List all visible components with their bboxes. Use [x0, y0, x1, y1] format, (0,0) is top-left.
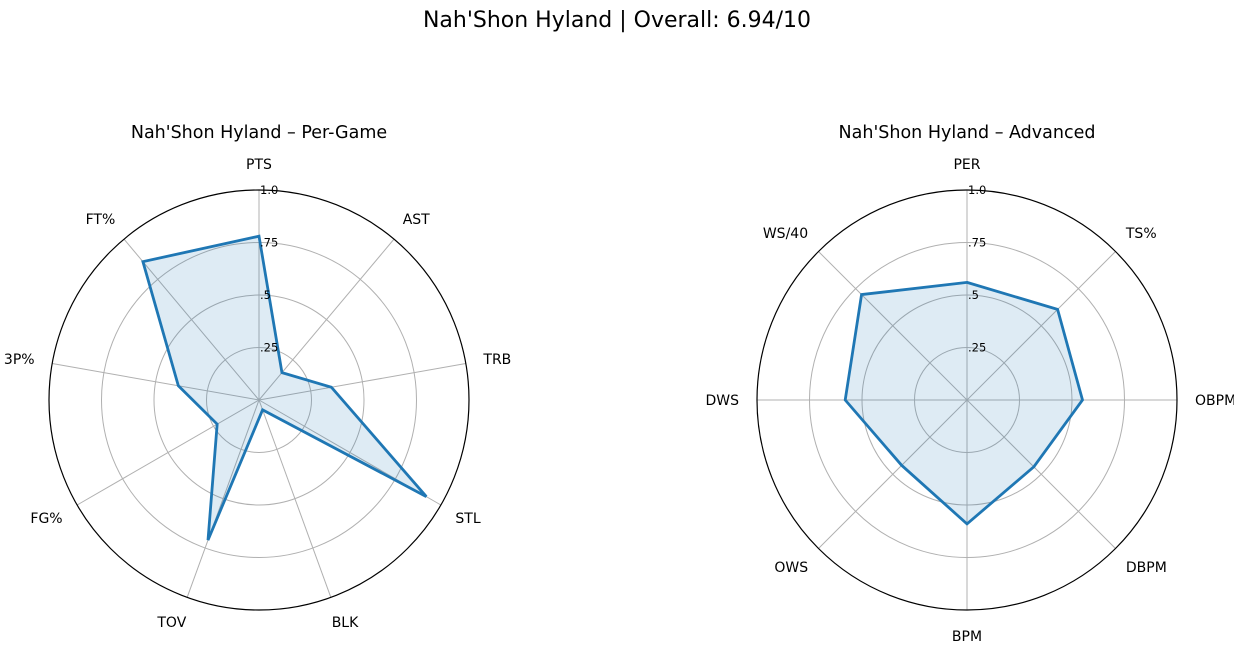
axis-label-ws-per-40: WS/40 — [763, 226, 808, 242]
r-tick-label: .75 — [968, 236, 986, 250]
r-tick-label: .75 — [260, 236, 278, 250]
outer-boundary — [48, 189, 470, 611]
r-tick-label: .25 — [260, 341, 278, 355]
r-tick-label: 1.0 — [968, 183, 986, 197]
grid-spoke — [186, 399, 260, 598]
axis-label-3p-pct: 3P% — [4, 352, 35, 368]
grid-spoke — [258, 399, 332, 598]
r-tick-label: .5 — [968, 288, 979, 302]
grid-spoke — [818, 399, 968, 549]
advanced-radar: .25 .5 .75 1.0 PER TS% OBPM DBPM BPM OWS DWS WS/40 N… — [705, 123, 1234, 645]
axis-label-fg-pct: FG% — [30, 511, 62, 527]
grid-spoke — [966, 399, 1116, 549]
outer-boundary — [756, 189, 1178, 611]
axis-label-trb: TRB — [482, 352, 511, 368]
grid-spoke — [966, 251, 1116, 401]
r-tick-label: .25 — [968, 341, 986, 355]
per-game-radar: .25 .5 .75 1.0 PTS AST TRB STL BLK TOV FG% 3P% FT% Na… — [4, 123, 511, 631]
axis-label-tov: TOV — [156, 615, 186, 631]
figure-title: Nah'Shon Hyland | Overall: 6.94/10 — [422, 8, 812, 33]
subplot-title: Nah'Shon Hyland – Advanced — [839, 123, 1096, 143]
r-tick-label: 1.0 — [260, 183, 278, 197]
axis-label-blk: BLK — [332, 615, 359, 631]
axis-label-ts-pct: TS% — [1125, 226, 1157, 242]
series-fill — [142, 236, 427, 541]
axis-label-per: PER — [953, 157, 980, 173]
axis-label-pts: PTS — [246, 157, 272, 173]
grid-spoke — [123, 238, 260, 401]
r-tick-label: .5 — [260, 288, 271, 302]
axis-label-stl: STL — [455, 511, 480, 527]
grid-spoke — [818, 251, 968, 401]
series-line — [141, 234, 428, 541]
axis-label-dbpm: DBPM — [1126, 560, 1167, 576]
axis-label-dws: DWS — [705, 393, 739, 409]
axis-label-bpm: BPM — [952, 629, 982, 645]
axis-label-ows: OWS — [774, 560, 808, 576]
axis-label-ast: AST — [403, 212, 430, 228]
grid-spoke — [52, 363, 260, 401]
subplot-title: Nah'Shon Hyland – Per-Game — [131, 123, 387, 143]
axis-label-ft-pct: FT% — [86, 212, 116, 228]
grid-spoke — [76, 399, 260, 506]
series-fill — [845, 282, 1083, 524]
grid-spoke — [258, 363, 466, 401]
axis-label-obpm: OBPM — [1195, 393, 1234, 409]
